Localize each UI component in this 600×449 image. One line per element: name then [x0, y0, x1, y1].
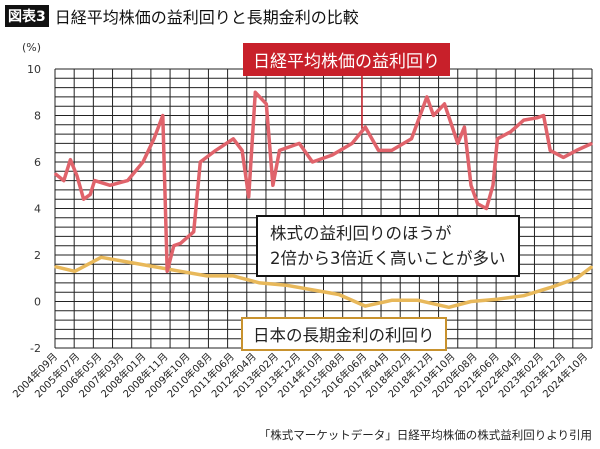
data-point: [311, 289, 314, 291]
data-point: [536, 117, 538, 119]
data-point: [509, 130, 512, 133]
data-point: [63, 179, 65, 182]
chart-title: 日経平均株価の益利回りと長期金利の比較: [54, 8, 359, 27]
series-lines: [53, 90, 594, 310]
data-point: [254, 91, 257, 94]
data-point: [54, 172, 56, 175]
x-tick-labels: 2004年09月2005年07月2006年05月2007年03月2008年01月…: [10, 350, 590, 400]
data-point: [126, 261, 129, 263]
y-tick-labels: 10 8 6 4 2 0 -2: [27, 63, 41, 355]
data-point: [463, 126, 466, 128]
data-point: [54, 265, 56, 268]
data-point: [331, 154, 334, 156]
grid: [54, 68, 593, 349]
data-point: [285, 284, 287, 287]
data-point: [542, 114, 545, 117]
data-point: [549, 286, 551, 289]
data-point: [338, 293, 340, 296]
data-point: [100, 256, 103, 259]
data-point: [476, 203, 479, 205]
data-point: [232, 137, 235, 140]
data-point: [311, 161, 314, 163]
data-point: [562, 156, 565, 159]
data-point: [166, 270, 169, 273]
data-point: [522, 294, 525, 297]
data-point: [591, 142, 593, 145]
data-point: [199, 161, 202, 163]
data-point: [448, 306, 450, 309]
data-point: [192, 230, 195, 233]
data-point: [470, 184, 472, 187]
data-point: [179, 242, 182, 245]
source-note: 「株式マーケットデータ」日経平均株価の株式益利回りより引用: [258, 428, 592, 442]
data-point: [364, 126, 367, 128]
data-point: [247, 196, 250, 198]
y-tick-label: 6: [34, 156, 41, 169]
data-point: [364, 305, 367, 307]
jgb-yield-line: [54, 255, 594, 310]
y-tick-label: 10: [27, 63, 41, 76]
y-tick-label: -2: [30, 342, 41, 355]
data-point: [410, 137, 413, 140]
y-tick-label: 0: [34, 296, 41, 309]
data-point: [575, 149, 578, 152]
data-point: [241, 149, 243, 152]
data-point: [153, 137, 155, 140]
y-axis-unit: (%): [22, 41, 42, 54]
data-point: [76, 175, 78, 177]
data-point: [485, 207, 488, 210]
data-point: [417, 299, 419, 302]
data-point: [272, 184, 274, 187]
chart-header: 図表3 日経平均株価の益利回りと長期金利の比較: [5, 4, 359, 28]
annotation-text: 株式の益利回りのほうが 2倍から3倍近く高いことが多い: [270, 224, 506, 268]
data-point: [522, 119, 525, 121]
data-point: [496, 137, 499, 140]
data-point: [232, 275, 235, 277]
data-point: [126, 179, 129, 182]
data-point: [179, 270, 182, 273]
data-point: [351, 142, 353, 145]
data-point: [390, 149, 393, 152]
data-point: [432, 114, 435, 117]
y-tick-label: 4: [34, 203, 41, 216]
data-point: [456, 142, 459, 145]
data-point: [549, 149, 551, 152]
data-point: [74, 270, 76, 273]
data-point: [278, 149, 281, 152]
data-point: [109, 184, 111, 187]
data-point: [470, 300, 472, 303]
annotation-box: 株式の益利回りのほうが 2倍から3倍近く高いことが多い: [256, 215, 520, 277]
data-point: [575, 277, 578, 280]
data-point: [591, 265, 593, 268]
data-point: [142, 161, 144, 163]
data-point: [153, 265, 155, 268]
data-point: [206, 275, 208, 277]
data-point: [89, 193, 92, 196]
legend-jgb-yield: 日本の長期金利の利回り: [241, 317, 447, 351]
data-point: [443, 103, 446, 105]
y-tick-label: 8: [34, 110, 41, 123]
data-point: [390, 299, 393, 302]
data-point: [377, 149, 380, 152]
data-point: [69, 158, 72, 161]
data-point: [492, 184, 494, 187]
data-point: [298, 142, 301, 145]
y-tick-label: 2: [34, 249, 41, 262]
data-point: [82, 198, 85, 200]
data-point: [496, 298, 499, 300]
data-point: [214, 149, 217, 152]
figure-badge: 図表3: [5, 5, 49, 27]
data-point: [426, 96, 428, 98]
data-point: [265, 103, 268, 105]
data-point: [162, 114, 164, 117]
legend-nikkei-yield: 日経平均株価の益利回り: [243, 43, 450, 76]
data-point: [258, 282, 261, 284]
data-point: [93, 179, 96, 182]
data-point: [173, 244, 175, 247]
